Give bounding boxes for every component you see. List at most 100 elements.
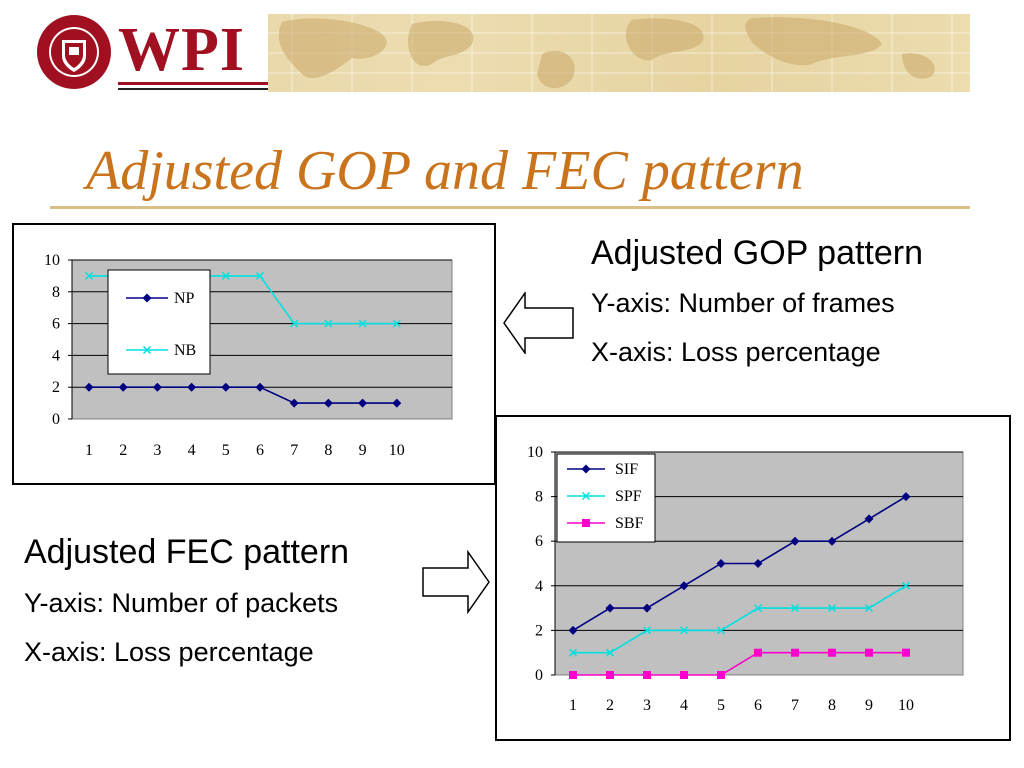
fec-chart: 0 2 4 6 8 10 1 2 3 4 5 6 7 8 9 10 SIF SPF SBF (495, 415, 1011, 741)
y-tick-label: 4 (535, 578, 543, 595)
data-point-sif (679, 581, 689, 591)
slide-title: Adjusted GOP and FEC pattern (86, 140, 804, 202)
data-point-np (255, 382, 265, 392)
title-divider (50, 206, 970, 209)
data-point-spf (790, 604, 800, 613)
data-point-nb (290, 319, 299, 328)
y-tick-label: 2 (535, 622, 543, 639)
data-point-sbf (902, 648, 910, 657)
legend-label-np: NP (174, 290, 195, 307)
series-line-spf (573, 585, 907, 654)
data-point-sif (827, 536, 837, 546)
x-tick-label: 8 (828, 697, 836, 714)
data-point-np (221, 382, 231, 392)
data-point-sif (790, 536, 800, 546)
data-point-spf (827, 604, 837, 613)
data-point-sif (605, 603, 615, 613)
logo-background (110, 14, 268, 92)
wpi-logo-text: WPI (118, 16, 245, 84)
series-line-sif (572, 495, 907, 632)
x-tick-label: 4 (680, 697, 688, 714)
data-point-spf (642, 626, 652, 635)
data-point-sbf (754, 648, 762, 657)
legend-marker-np (142, 293, 152, 303)
data-point-sbf (643, 671, 651, 679)
x-tick-label: 5 (222, 442, 230, 459)
gop-y-axis-note: Y-axis: Number of frames (591, 288, 895, 318)
data-point-sbf (717, 671, 725, 679)
y-tick-label: 10 (44, 252, 60, 269)
x-tick-label: 9 (865, 697, 873, 714)
legend-label-nb: NB (174, 342, 196, 359)
data-point-spf (753, 604, 763, 613)
x-tick-label: 7 (791, 697, 799, 714)
data-point-spf (901, 581, 911, 590)
x-tick-label: 1 (569, 697, 577, 714)
y-tick-label: 0 (52, 411, 60, 428)
right-arrow-icon (422, 550, 490, 614)
y-tick-label: 4 (52, 347, 60, 364)
x-tick-label: 2 (119, 442, 127, 459)
data-point-nb (392, 319, 401, 328)
legend-label-sbf: SBF (615, 515, 644, 532)
data-point-sif (753, 559, 763, 568)
logo-underline (118, 82, 268, 85)
x-tick-label: 10 (389, 442, 405, 459)
data-point-sbf (865, 648, 873, 657)
data-point-sbf (828, 648, 836, 657)
data-point-np (358, 398, 368, 408)
x-tick-label: 7 (290, 442, 298, 459)
data-point-sbf (569, 671, 577, 679)
x-tick-label: 5 (717, 697, 725, 714)
data-point-sbf (606, 671, 614, 679)
x-tick-label: 4 (188, 442, 196, 459)
x-tick-label: 8 (324, 442, 332, 459)
data-point-nb (358, 319, 367, 328)
data-point-spf (864, 604, 874, 613)
gop-heading: Adjusted GOP pattern (591, 234, 924, 272)
legend-marker-nb (142, 345, 152, 355)
fec-y-axis-note: Y-axis: Number of packets (24, 588, 339, 618)
data-point-sbf (680, 671, 688, 679)
data-point-sif (716, 559, 726, 568)
x-tick-label: 3 (643, 697, 651, 714)
data-point-np (118, 382, 128, 392)
data-point-spf (568, 648, 578, 657)
x-tick-label: 6 (256, 442, 264, 459)
y-tick-label: 0 (535, 667, 543, 684)
y-tick-label: 10 (527, 444, 543, 461)
data-point-np (84, 382, 94, 392)
data-point-np (187, 382, 197, 392)
data-point-nb (324, 319, 333, 328)
data-point-np (152, 382, 162, 392)
fec-heading: Adjusted FEC pattern (24, 533, 350, 571)
data-point-sif (568, 625, 578, 635)
x-tick-label: 9 (359, 442, 367, 459)
data-point-nb (221, 271, 230, 280)
x-tick-label: 3 (153, 442, 161, 459)
logo-underline-dark (118, 88, 268, 90)
fec-x-axis-note: X-axis: Loss percentage (24, 637, 314, 667)
y-tick-label: 6 (52, 316, 60, 333)
data-point-np (323, 398, 333, 408)
x-tick-label: 6 (754, 697, 762, 714)
data-point-spf (605, 648, 615, 657)
y-tick-label: 8 (52, 284, 60, 301)
y-tick-label: 8 (535, 489, 543, 506)
data-point-nb (84, 271, 94, 280)
series-line-np (89, 386, 397, 404)
gop-x-axis-note: X-axis: Loss percentage (591, 337, 881, 367)
gop-chart: 0 2 4 6 8 10 1 2 3 4 5 6 7 8 9 10 NP NB (12, 223, 496, 485)
wpi-seal-logo (37, 15, 111, 89)
x-tick-label: 2 (606, 697, 614, 714)
data-point-sif (864, 514, 874, 524)
y-tick-label: 6 (535, 533, 543, 550)
data-point-sbf (791, 648, 799, 657)
left-arrow-icon (503, 292, 574, 354)
legend-label-spf: SPF (615, 488, 642, 505)
data-point-spf (679, 626, 689, 635)
y-tick-label: 2 (52, 379, 60, 396)
data-point-np (289, 398, 299, 408)
